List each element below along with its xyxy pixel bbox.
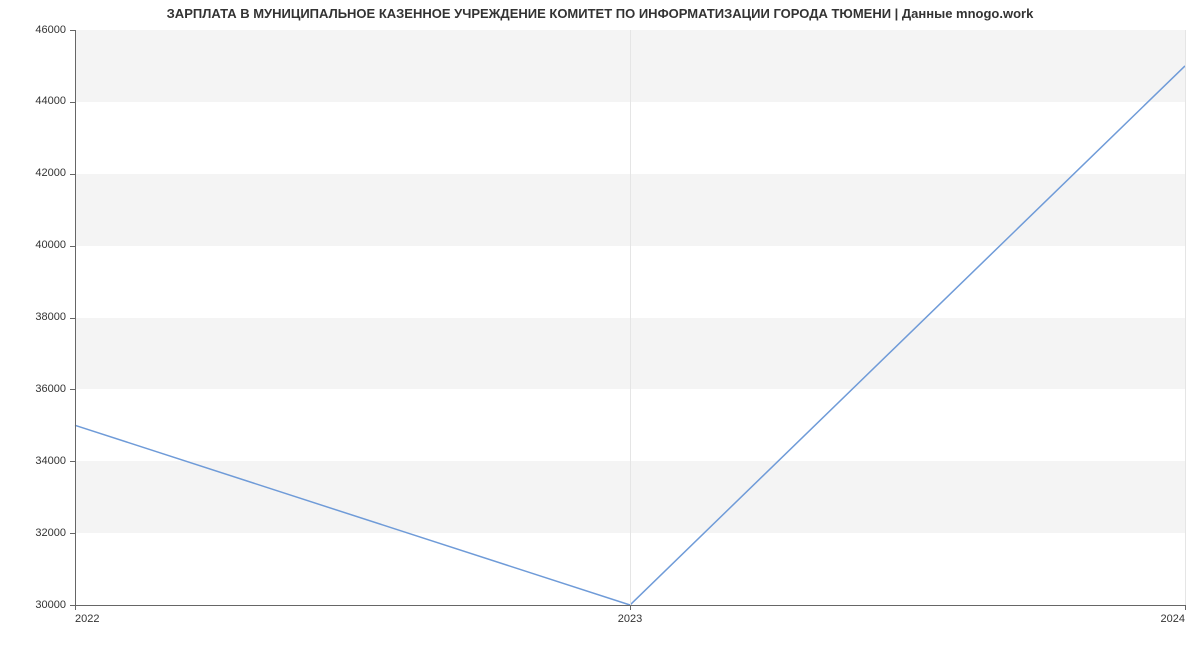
salary-line-chart: ЗАРПЛАТА В МУНИЦИПАЛЬНОЕ КАЗЕННОЕ УЧРЕЖД… <box>0 0 1200 650</box>
x-tick-mark <box>75 605 76 610</box>
y-tick-label: 44000 <box>0 95 66 107</box>
y-tick-label: 38000 <box>0 311 66 323</box>
x-tick-label: 2022 <box>75 613 135 625</box>
y-tick-label: 32000 <box>0 527 66 539</box>
x-tick-mark <box>1185 605 1186 610</box>
y-tick-mark <box>70 246 75 247</box>
vertical-gridline <box>630 30 631 605</box>
y-tick-mark <box>70 102 75 103</box>
y-tick-mark <box>70 318 75 319</box>
y-tick-label: 34000 <box>0 455 66 467</box>
y-tick-label: 40000 <box>0 239 66 251</box>
y-tick-label: 42000 <box>0 167 66 179</box>
y-tick-mark <box>70 389 75 390</box>
y-tick-mark <box>70 533 75 534</box>
x-tick-label: 2023 <box>600 613 660 625</box>
x-tick-label: 2024 <box>1125 613 1185 625</box>
y-tick-label: 36000 <box>0 383 66 395</box>
chart-title: ЗАРПЛАТА В МУНИЦИПАЛЬНОЕ КАЗЕННОЕ УЧРЕЖД… <box>0 6 1200 21</box>
x-tick-mark <box>630 605 631 610</box>
y-tick-mark <box>70 461 75 462</box>
y-axis-line <box>75 30 76 605</box>
vertical-gridline <box>1185 30 1186 605</box>
y-tick-label: 30000 <box>0 599 66 611</box>
plot-area <box>75 30 1185 605</box>
y-tick-mark <box>70 30 75 31</box>
y-tick-mark <box>70 174 75 175</box>
y-tick-label: 46000 <box>0 24 66 36</box>
